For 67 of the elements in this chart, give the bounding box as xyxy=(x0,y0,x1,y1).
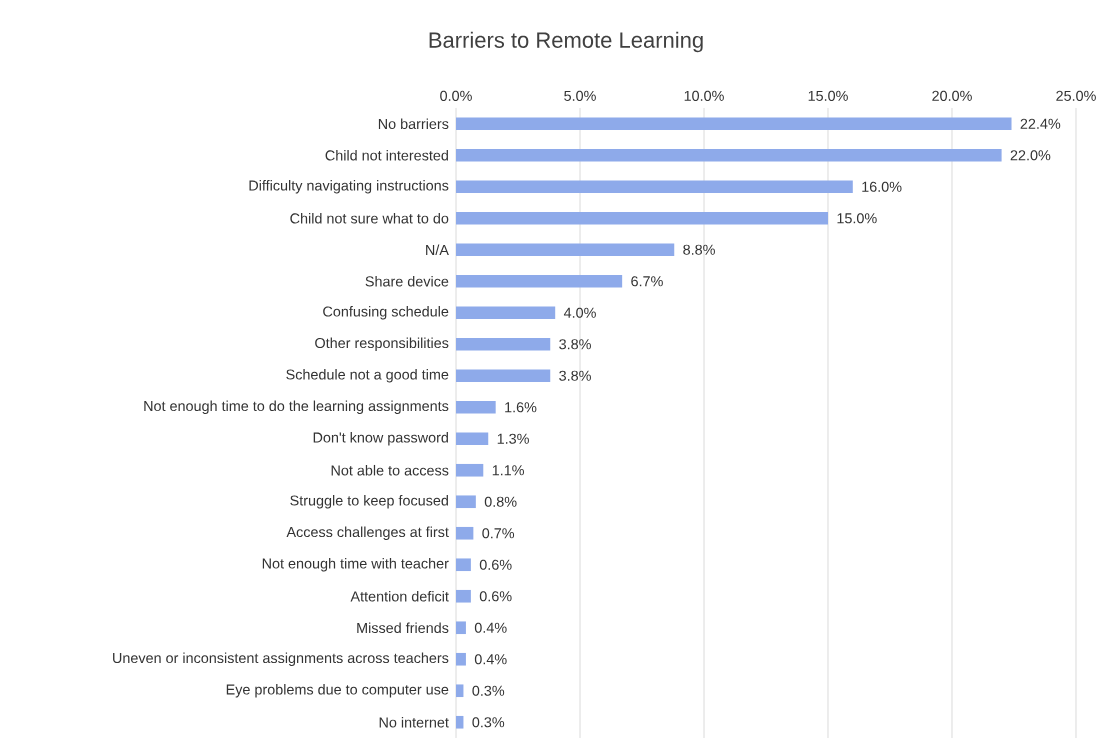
bar xyxy=(456,715,464,729)
y-tick-label: No barriers xyxy=(378,118,449,130)
y-tick-label: Not enough time with teacher xyxy=(262,558,449,572)
bar xyxy=(456,148,1002,162)
data-label: 22.0% xyxy=(1010,150,1051,161)
bar xyxy=(456,274,623,288)
bar xyxy=(456,211,828,225)
y-tick-label: Uneven or inconsistent assignments across teachers xyxy=(113,652,449,666)
y-tick-label: Don't know password xyxy=(313,432,448,446)
data-label: 0.4% xyxy=(474,654,507,665)
data-label: 0.3% xyxy=(472,717,505,728)
chart-title: Barriers to Remote Learning xyxy=(429,31,703,53)
y-tick-label: Other responsibilities xyxy=(315,337,449,351)
bar xyxy=(456,526,474,540)
data-label: 6.7% xyxy=(631,276,663,287)
data-label: 1.1% xyxy=(492,465,524,476)
bar xyxy=(456,337,551,351)
data-label: 0.3% xyxy=(472,685,505,696)
y-tick-label: Share device xyxy=(365,275,449,287)
data-label: 0.6% xyxy=(479,591,512,602)
bar xyxy=(456,495,476,509)
bar xyxy=(456,621,466,635)
y-tick-label: Access challenges at first xyxy=(286,526,449,540)
y-tick-label: Eye problems due to computer use xyxy=(226,684,449,698)
y-tick-label: Not able to access xyxy=(331,464,449,476)
data-label: 3.8% xyxy=(559,339,591,350)
bar xyxy=(456,400,496,414)
bar xyxy=(456,463,484,477)
data-label: 16.0% xyxy=(862,181,902,192)
y-tick-label: Child not interested xyxy=(325,149,448,161)
data-label: 3.8% xyxy=(559,370,591,381)
y-tick-label: Child not sure what to do xyxy=(290,212,449,224)
data-label: 0.6% xyxy=(479,559,512,570)
y-tick-label: Schedule not a good time xyxy=(286,369,449,383)
data-label: 8.8% xyxy=(683,244,715,255)
y-tick-label: Not enough time to do the learning assignments xyxy=(144,400,449,414)
bar xyxy=(456,117,1012,131)
x-tick-label: 25.0% xyxy=(1056,90,1096,101)
x-tick-label: 20.0% xyxy=(932,90,972,101)
data-label: 0.7% xyxy=(482,528,515,539)
data-label: 0.8% xyxy=(484,496,517,507)
y-tick-label: Struggle to keep focused xyxy=(290,495,448,509)
y-tick-label: No internet xyxy=(379,716,449,728)
data-label: 4.0% xyxy=(563,307,596,318)
data-label: 15.0% xyxy=(837,213,877,224)
bar xyxy=(456,589,471,603)
bar xyxy=(456,684,464,698)
y-tick-label: Difficulty navigating instructions xyxy=(249,180,449,194)
bar xyxy=(456,558,471,572)
y-tick-label: Missed friends xyxy=(357,622,449,634)
x-tick-label: 15.0% xyxy=(808,90,848,101)
bar xyxy=(456,180,853,194)
data-label: 1.3% xyxy=(497,433,529,444)
x-tick-label: 10.0% xyxy=(684,90,724,101)
y-tick-label: Attention deficit xyxy=(350,590,449,602)
data-label: 1.6% xyxy=(505,402,537,413)
y-tick-label: Confusing schedule xyxy=(323,306,449,320)
bar xyxy=(456,652,466,666)
x-tick-label: 5.0% xyxy=(564,90,596,101)
data-label: 0.4% xyxy=(474,622,507,633)
x-tick-label: 0.0% xyxy=(440,90,472,101)
bar xyxy=(456,243,675,257)
bar xyxy=(456,432,489,446)
data-label: 22.4% xyxy=(1020,118,1061,129)
bar xyxy=(456,306,556,320)
y-tick-label: N/A xyxy=(426,244,449,256)
bar xyxy=(456,369,551,383)
